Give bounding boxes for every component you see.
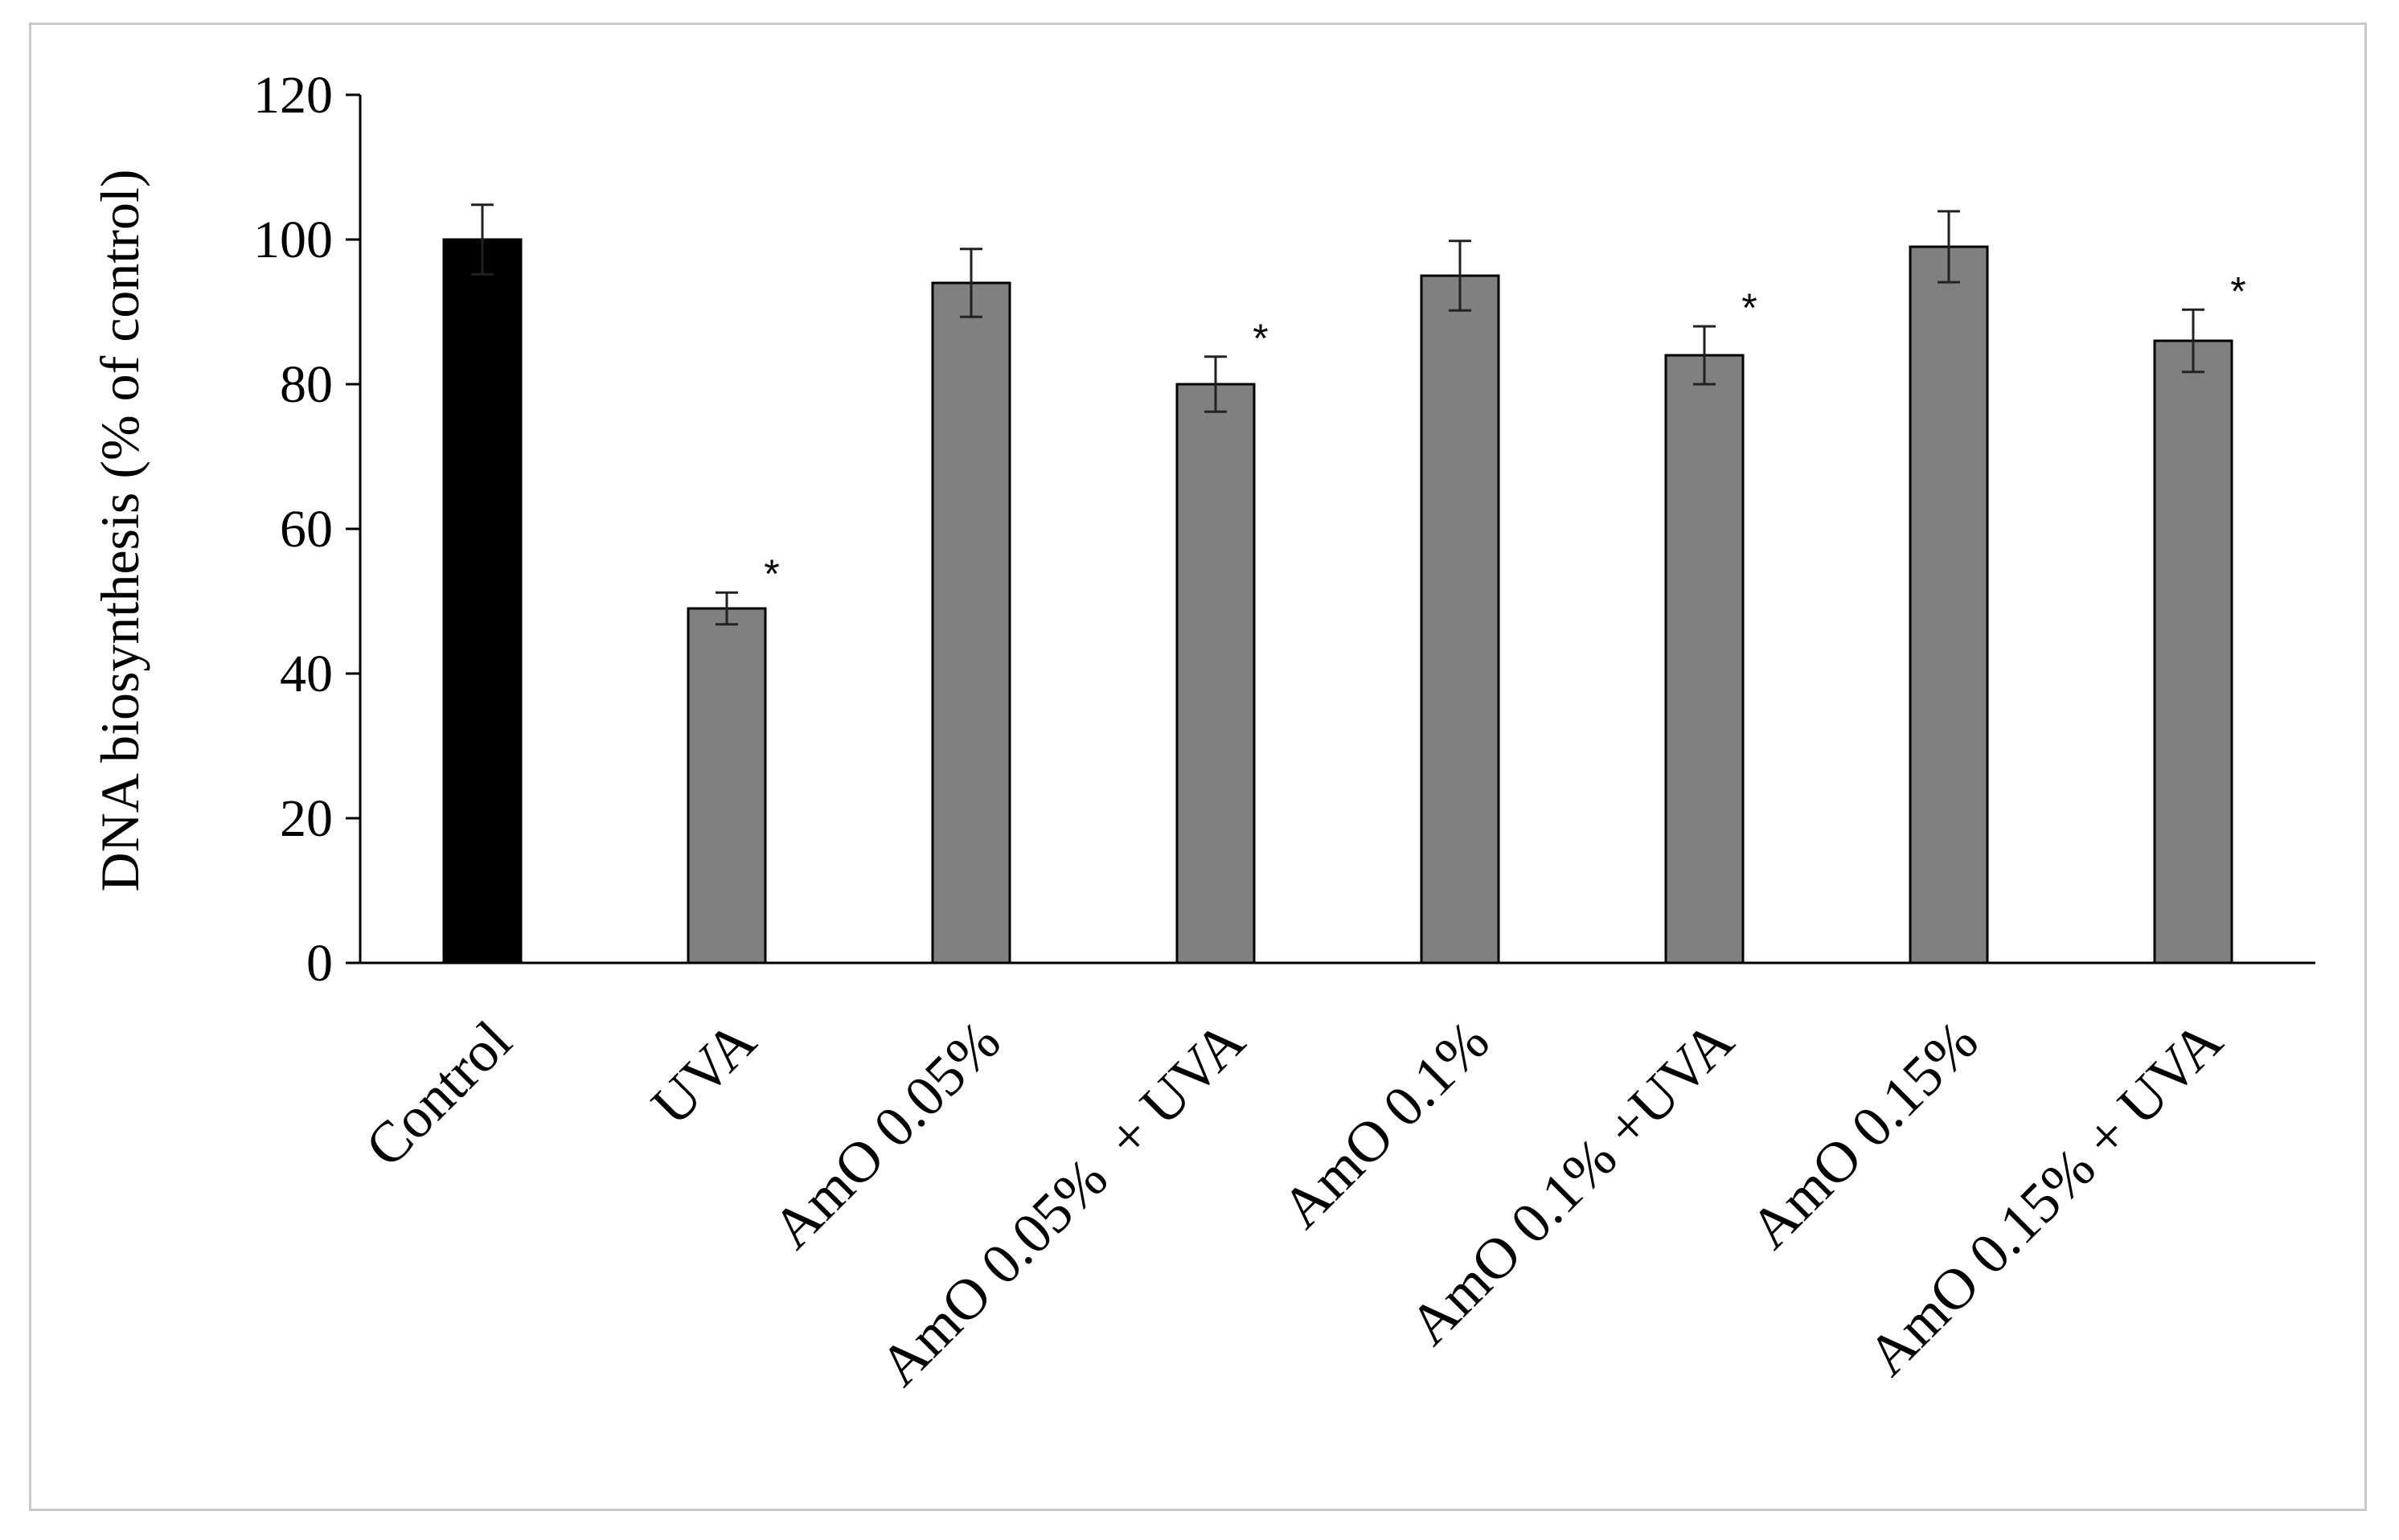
bar xyxy=(931,281,1011,965)
category-label: AmO 0.15% xyxy=(1737,1009,1990,1261)
y-tick-label: 80 xyxy=(280,355,333,414)
bar xyxy=(1664,354,1745,965)
significance-star: * xyxy=(764,551,779,596)
y-tick-label: 40 xyxy=(280,645,333,703)
category-label: AmO 0.05% xyxy=(760,1009,1012,1261)
y-axis-ticks: 0 20 40 60 80 100 120 xyxy=(253,66,360,993)
bar xyxy=(1175,383,1256,965)
bar xyxy=(442,238,523,965)
y-tick-label: 100 xyxy=(253,211,333,269)
significance-star: * xyxy=(1741,285,1757,330)
category-label: Control xyxy=(353,1009,523,1179)
y-tick-label: 120 xyxy=(253,66,333,125)
y-axis-label: DNA biosynthesis (% of control) xyxy=(89,169,150,891)
significance-star: * xyxy=(1253,316,1268,361)
bar xyxy=(687,607,767,965)
significance-markers: * * * * xyxy=(764,268,2245,596)
bar xyxy=(1420,274,1500,965)
y-tick-label: 0 xyxy=(306,934,333,993)
y-tick-label: 20 xyxy=(280,789,333,848)
y-tick-label: 60 xyxy=(280,500,333,559)
category-label: UVA xyxy=(639,1009,768,1137)
significance-star: * xyxy=(2230,268,2245,313)
error-bars xyxy=(471,203,2204,626)
bars xyxy=(442,238,2233,965)
bar xyxy=(2153,339,2233,965)
category-label: AmO 0.1% xyxy=(1269,1009,1501,1240)
bar xyxy=(1909,245,1989,965)
